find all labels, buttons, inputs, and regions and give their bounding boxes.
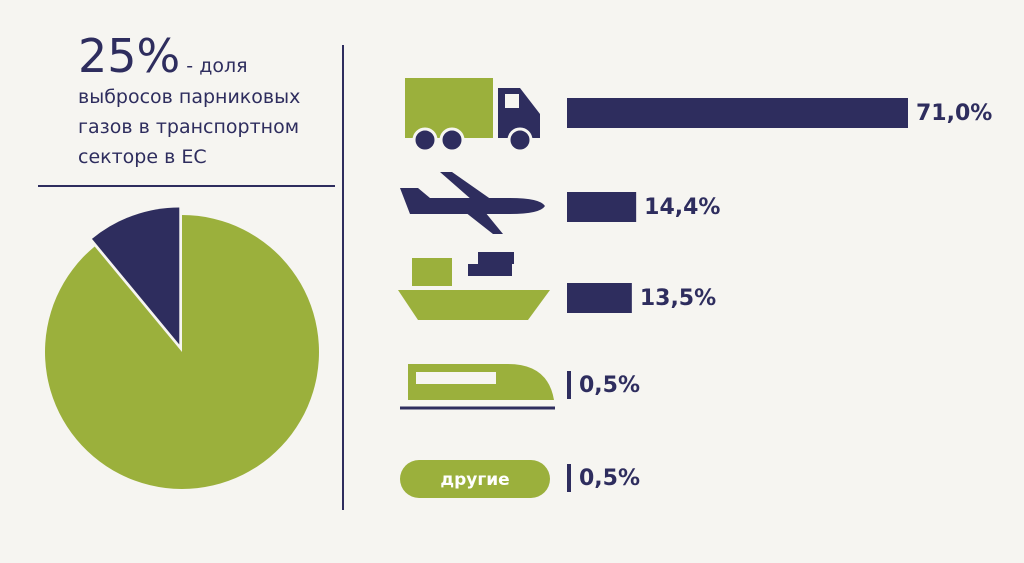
headline: 25% - доля выбросов парниковых газов в т…	[78, 30, 328, 172]
value-label: 0,5%	[579, 373, 640, 398]
category-label: другие	[440, 470, 509, 490]
train-icon	[400, 364, 555, 410]
truck-icon	[405, 78, 540, 153]
headline-number: 25%	[78, 29, 181, 83]
headline-text: - доля выбросов парниковых газов в транс…	[78, 55, 301, 168]
value-label: 71,0%	[916, 101, 992, 126]
bar	[567, 192, 637, 222]
value-label: 0,5%	[579, 466, 640, 491]
bar	[567, 98, 908, 128]
ship-icon	[398, 252, 550, 320]
plane-icon	[400, 172, 545, 234]
bar	[567, 371, 571, 399]
bar	[567, 283, 632, 313]
other-badge	[400, 460, 550, 498]
value-label: 14,4%	[644, 195, 720, 220]
bar	[567, 464, 571, 492]
pie-slice	[44, 215, 319, 489]
value-label: 13,5%	[640, 286, 716, 311]
pie-slice	[91, 207, 180, 345]
